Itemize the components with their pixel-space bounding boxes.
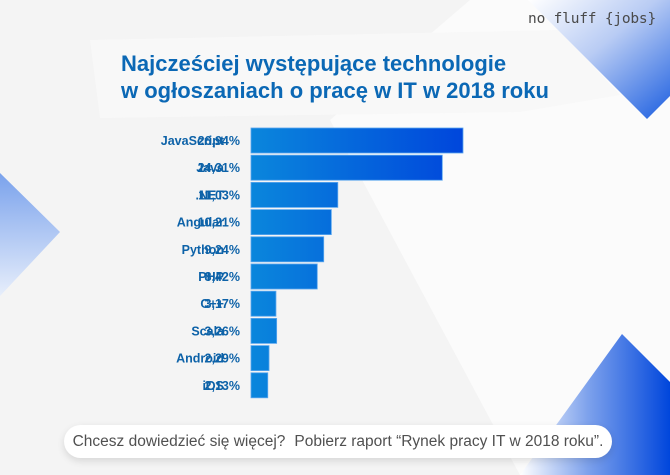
bar-scala	[250, 317, 278, 344]
bar-ios	[250, 372, 269, 399]
bar-angular	[250, 209, 332, 236]
bar-android	[250, 345, 270, 372]
chart-title: Najcześciej występujące technologie w og…	[121, 50, 601, 104]
value-label: 3,26%	[205, 324, 240, 338]
top-right-triangle	[528, 0, 670, 119]
category-label: C++	[200, 297, 224, 311]
bar-java	[250, 154, 443, 181]
category-label: Angular	[177, 216, 224, 230]
category-label: JavaScript	[161, 134, 225, 148]
category-label: Java	[196, 161, 225, 175]
chart-title-line-1: Najcześciej występujące technologie	[121, 51, 507, 76]
bar-net	[250, 181, 339, 208]
download-report-banner[interactable]: Chcesz dowiedzieć się więcej? Pobierz ra…	[64, 425, 612, 458]
value-label: 24,31%	[198, 161, 240, 175]
title-light-panel	[90, 30, 620, 118]
category-label: iOS	[202, 379, 224, 393]
value-label: 2,29%	[205, 352, 240, 366]
chart-title-line-2: w ogłoszaniach o pracę w IT w 2018 roku	[121, 78, 549, 103]
footer-question: Chcesz dowiedzieć się więcej?	[72, 432, 286, 450]
value-label: 10,21%	[198, 216, 240, 230]
bar-python	[250, 236, 325, 263]
category-label: Scala	[191, 324, 225, 338]
bar-c	[250, 290, 277, 317]
value-label: 2,13%	[205, 379, 240, 393]
brand-logo: no fluff {jobs}	[528, 11, 656, 27]
value-label: 3,17%	[205, 297, 240, 311]
value-label: 26,94%	[198, 134, 240, 148]
bar-javascript	[250, 127, 464, 154]
value-label: 9,24%	[205, 243, 240, 257]
right-light-panel	[330, 0, 670, 475]
footer-cta-link[interactable]: Pobierz raport “Rynek pracy IT w 2018 ro…	[294, 432, 604, 450]
category-label: Android	[176, 352, 224, 366]
category-label: .NET	[196, 188, 225, 202]
left-triangle	[0, 173, 60, 296]
value-label: 11,03%	[198, 188, 240, 202]
value-label: 8,42%	[205, 270, 240, 284]
bar-php	[250, 263, 318, 290]
category-label: Python	[182, 243, 224, 257]
category-label: PHP	[198, 270, 224, 284]
